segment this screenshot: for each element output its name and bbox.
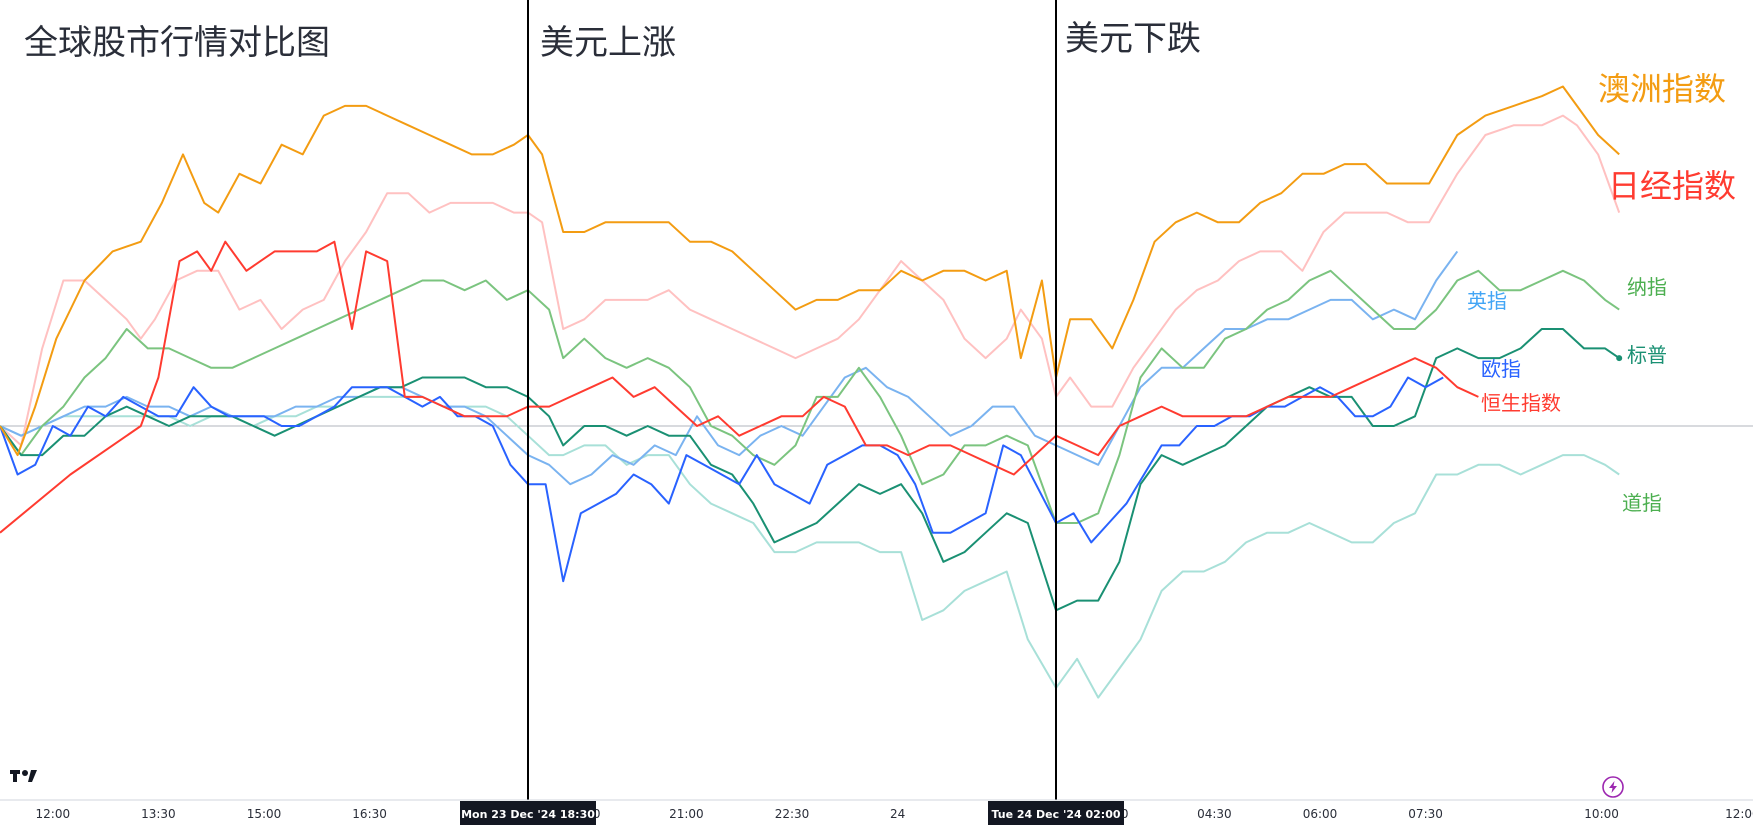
time-tag-1: Tue 24 Dec '24 02:00 (988, 801, 1124, 825)
series-line-0[interactable] (0, 85, 1620, 457)
label-euro-stoxx: 欧指 (1481, 357, 1521, 381)
x-tick-label-0: 12:00 (36, 807, 71, 821)
label-aus-index: 澳洲指数 (1598, 70, 1726, 108)
x-tick-label-6: 21:00 (669, 807, 704, 821)
vertical-marker-layer (527, 0, 1057, 800)
series-label-layer: 澳洲指数 日经指数 纳指 英指 标普 欧指 恒生指数 道指 (1467, 70, 1736, 515)
time-tag-layer: Mon 23 Dec '24 18:30 Tue 24 Dec '24 02:00 (460, 801, 1124, 825)
label-nikkei-index: 日经指数 (1608, 167, 1736, 205)
x-tick-label-14: 10:00 (1584, 807, 1619, 821)
series-layer (0, 85, 1623, 699)
series-line-2[interactable] (0, 114, 1621, 447)
series-end-dot-5 (1616, 355, 1623, 362)
time-tag-bg-0 (460, 801, 596, 825)
series-line-3[interactable] (0, 269, 1620, 524)
x-tick-label-11: 04:30 (1197, 807, 1232, 821)
time-tag-text-1: Tue 24 Dec '24 02:00 (991, 808, 1120, 821)
lightning-icon[interactable] (1602, 776, 1624, 798)
x-axis-ticks: 12:0013:3015:0016:30:3021:0022:3024:0004… (36, 807, 1753, 821)
x-tick-label-15: 12:00 (1725, 807, 1753, 821)
label-ftse: 英指 (1467, 289, 1507, 313)
x-tick-label-7: 22:30 (775, 807, 810, 821)
section-title-usd-down: 美元下跌 (1065, 19, 1201, 59)
label-hang-seng: 恒生指数 (1481, 391, 1561, 415)
series-line-7[interactable] (0, 395, 1620, 699)
label-nasdaq: 纳指 (1627, 275, 1667, 299)
time-tag-bg-1 (988, 801, 1124, 825)
x-tick-label-3: 16:30 (352, 807, 387, 821)
label-sp500: 标普 (1627, 343, 1667, 367)
series-line-5[interactable] (0, 328, 1620, 612)
x-tick-label-2: 15:00 (247, 807, 282, 821)
x-tick-label-12: 06:00 (1303, 807, 1338, 821)
x-tick-label-13: 07:30 (1408, 807, 1443, 821)
series-line-6[interactable] (0, 376, 1444, 583)
tradingview-logo-icon[interactable] (10, 770, 37, 782)
time-tag-0: Mon 23 Dec '24 18:30 (460, 801, 596, 825)
x-tick-label-1: 13:30 (141, 807, 176, 821)
series-line-1[interactable] (0, 240, 1479, 534)
section-title-main: 全球股市行情对比图 (24, 23, 330, 63)
x-tick-label-8: 24 (890, 807, 905, 821)
label-dow: 道指 (1622, 491, 1662, 515)
section-title-usd-up: 美元上涨 (540, 23, 676, 63)
time-tag-text-0: Mon 23 Dec '24 18:30 (461, 808, 595, 821)
